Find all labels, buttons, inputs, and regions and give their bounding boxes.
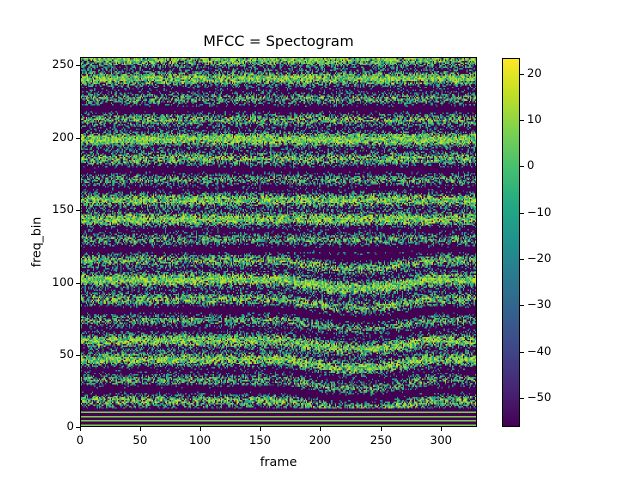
x-tick <box>381 427 382 431</box>
y-tick <box>76 210 80 211</box>
x-tick <box>441 427 442 431</box>
chart-title: MFCC = Spectogram <box>203 34 354 50</box>
heatmap-plot-area <box>80 57 477 427</box>
x-tick-label: 300 <box>430 433 452 447</box>
colorbar-tick-label: −30 <box>527 297 552 311</box>
y-tick <box>76 427 80 428</box>
x-tick-label: 200 <box>309 433 331 447</box>
colorbar-tick-label: −40 <box>527 344 552 358</box>
colorbar-tick-label: 20 <box>527 66 542 80</box>
x-tick-label: 0 <box>76 433 84 447</box>
x-tick <box>320 427 321 431</box>
colorbar-tick <box>520 74 524 75</box>
x-tick <box>140 427 141 431</box>
colorbar-tick <box>520 305 524 306</box>
y-tick-label: 50 <box>59 347 74 361</box>
colorbar-tick <box>520 120 524 121</box>
colorbar-tick <box>520 398 524 399</box>
y-tick-label: 100 <box>52 275 74 289</box>
x-tick-label: 100 <box>189 433 211 447</box>
x-tick-label: 250 <box>370 433 392 447</box>
y-tick-label: 200 <box>52 130 74 144</box>
colorbar-tick-label: 10 <box>527 112 542 126</box>
y-tick <box>76 138 80 139</box>
y-tick-label: 150 <box>52 202 74 216</box>
colorbar-tick-label: −50 <box>527 390 552 404</box>
y-tick-label: 250 <box>52 57 74 71</box>
colorbar-tick-label: 0 <box>527 158 535 172</box>
heatmap-image <box>81 58 476 426</box>
y-tick <box>76 283 80 284</box>
colorbar <box>502 58 520 427</box>
x-tick <box>260 427 261 431</box>
colorbar-tick <box>520 259 524 260</box>
x-axis-label: frame <box>259 454 298 469</box>
x-tick-label: 150 <box>249 433 271 447</box>
y-tick-label: 0 <box>66 419 74 433</box>
y-tick <box>76 355 80 356</box>
x-tick <box>80 427 81 431</box>
colorbar-tick <box>520 352 524 353</box>
colorbar-tick-label: −20 <box>527 251 552 265</box>
y-tick <box>76 65 80 66</box>
colorbar-tick-label: −10 <box>527 205 552 219</box>
y-axis-label: freq_bin <box>28 216 44 268</box>
x-tick-label: 50 <box>132 433 148 447</box>
colorbar-tick <box>520 166 524 167</box>
x-tick <box>200 427 201 431</box>
colorbar-tick <box>520 213 524 214</box>
